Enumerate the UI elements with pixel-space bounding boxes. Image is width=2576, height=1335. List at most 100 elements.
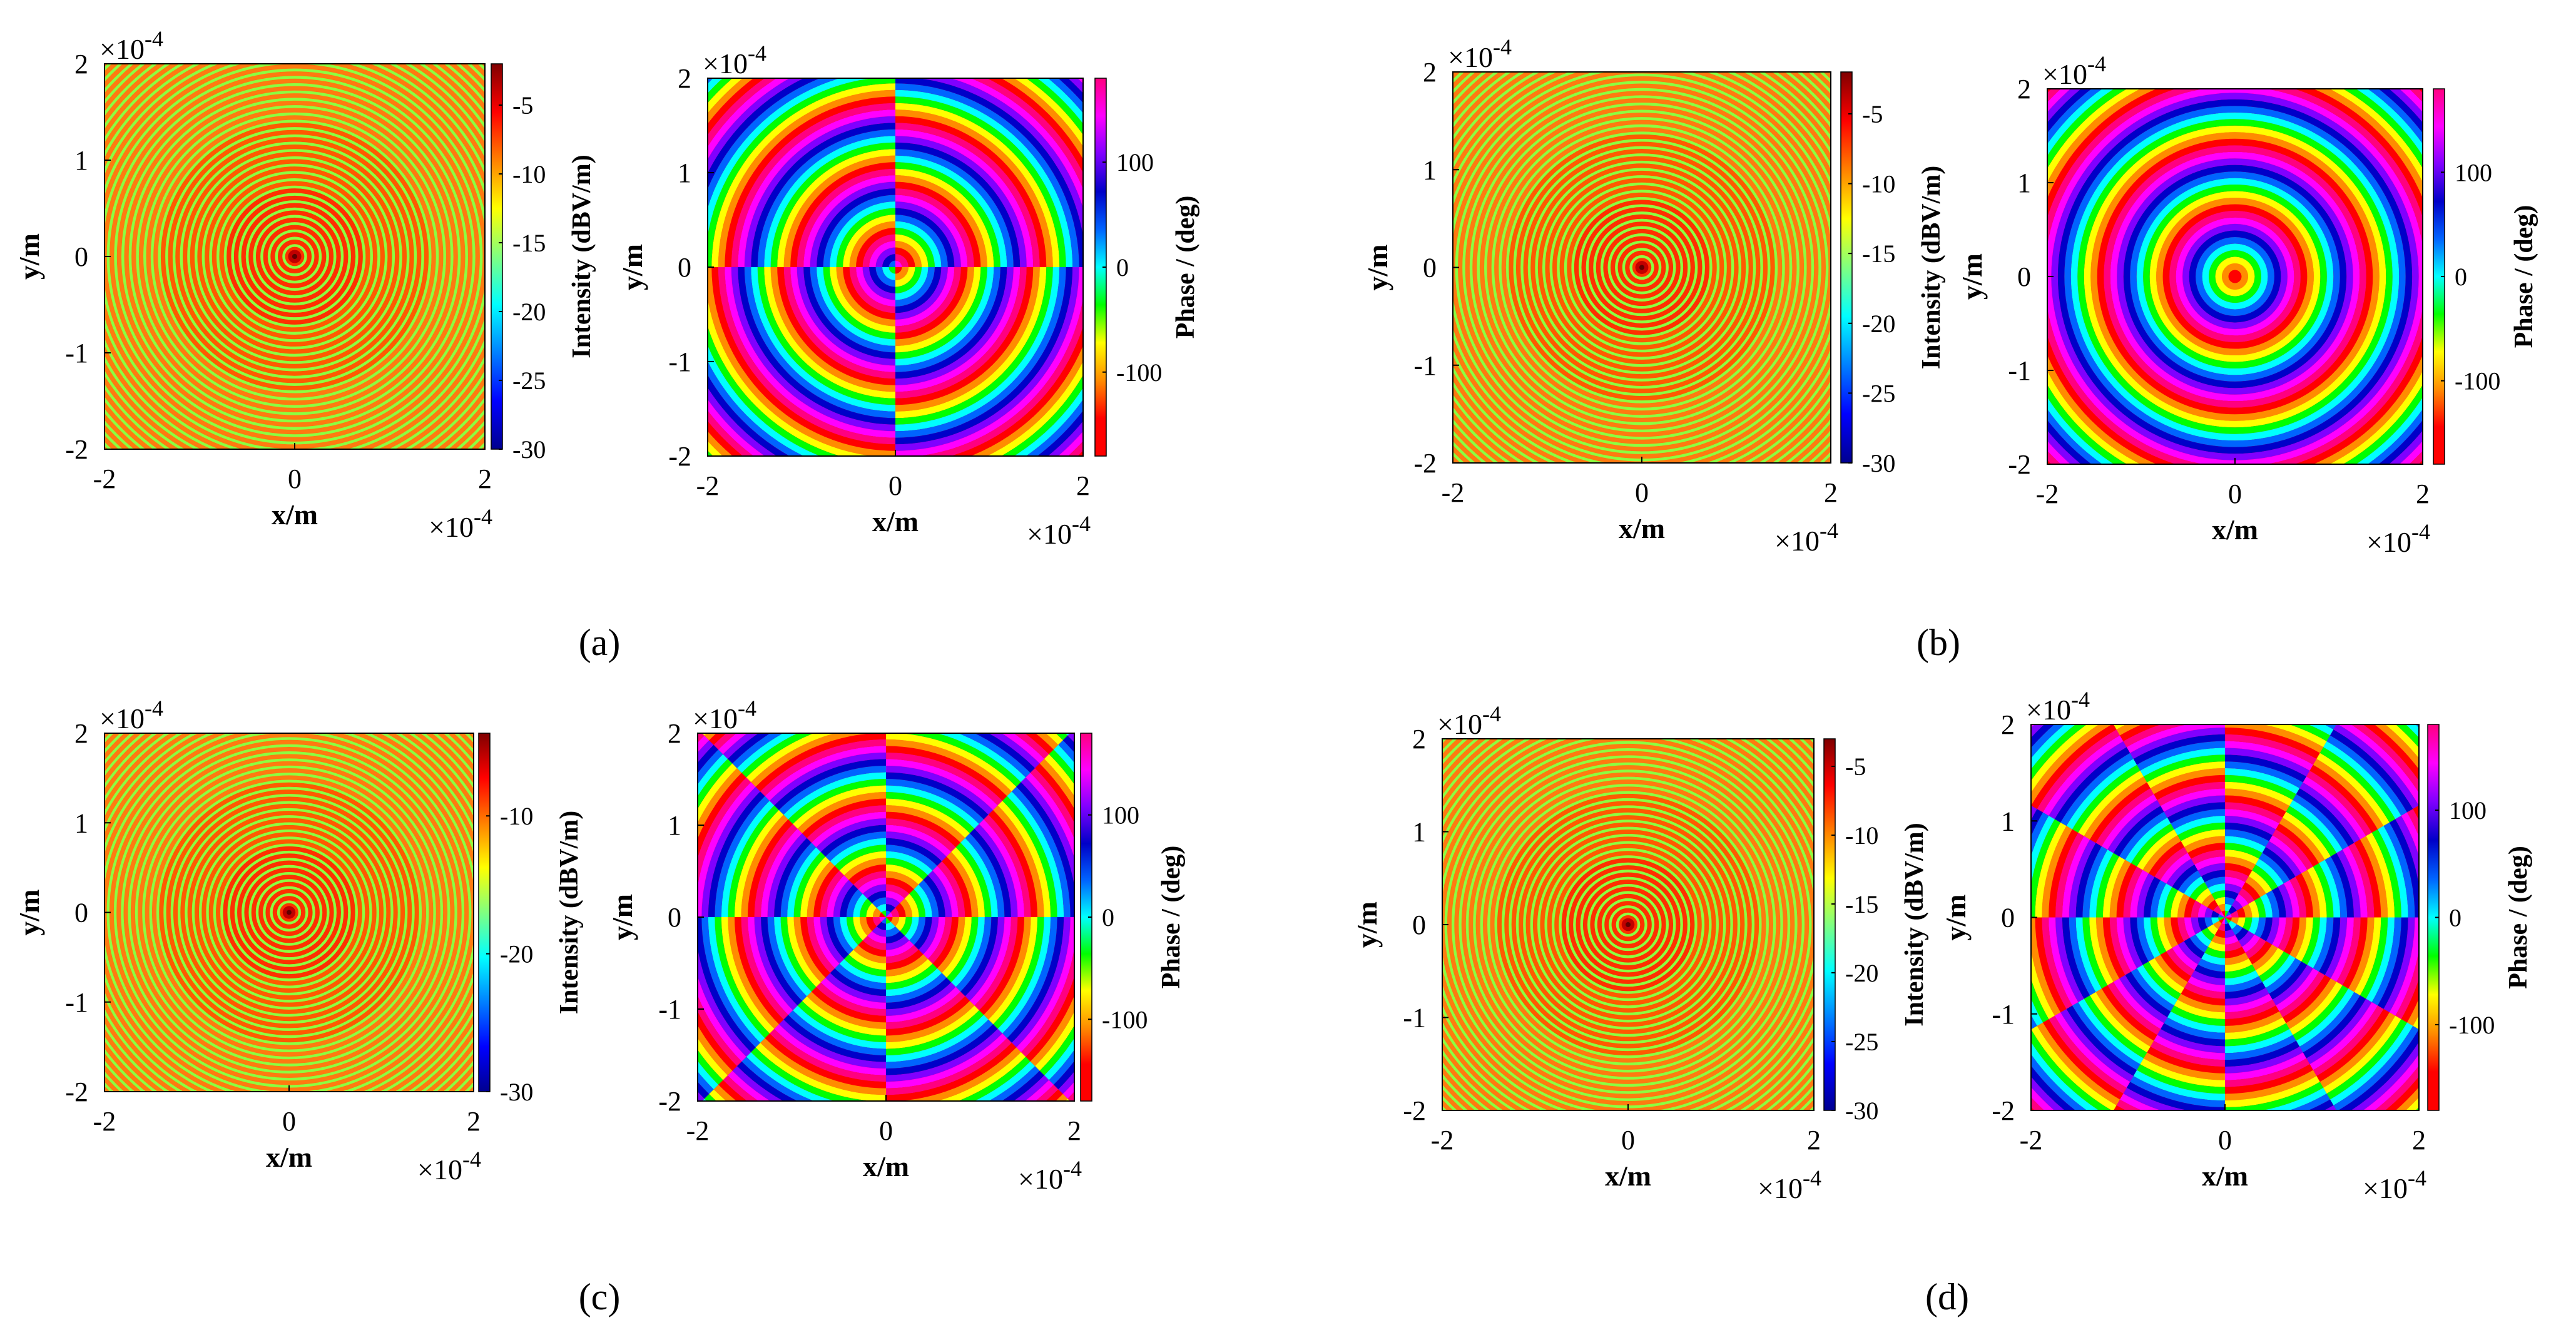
c-phase-phase-band [886, 1015, 989, 1062]
a-phase-phase-band [895, 267, 902, 274]
c-phase-phase-band [886, 897, 900, 908]
c-phase-x-axis-label: x/m [863, 1150, 909, 1182]
d-phase-phase-band [2187, 843, 2225, 859]
d-phase-phase-band [2260, 917, 2273, 942]
c-phase-phase-band [698, 977, 746, 1062]
c-phase-phase-band [734, 917, 784, 1025]
d-phase-phase-band [2401, 978, 2419, 1023]
c-intensity-colorbar-tick-label: -10 [500, 802, 533, 830]
d-phase-phase-band [2031, 998, 2043, 1026]
c-phase-phase-band [1035, 1011, 1074, 1071]
a-phase-phase-band [1077, 78, 1083, 84]
c-phase-phase-band [886, 733, 1017, 792]
d-phase-phase-band [2225, 768, 2300, 794]
d-phase-phase-band [2035, 917, 2067, 1013]
c-phase-phase-band [886, 845, 937, 871]
a-phase-colorbar-tick-label: 100 [1116, 148, 1154, 176]
d-phase-phase-band [2211, 917, 2219, 925]
c-phase-phase-band [698, 1038, 728, 1080]
panels: -2 0 2210-1-2x/my/m×10-4×10-4-5-10-15-20-2… [13, 26, 2538, 1204]
d-phase-phase-band [2042, 917, 2072, 1009]
c-phase-phase-band [698, 1011, 737, 1071]
d-phase-phase-band [2089, 850, 2114, 918]
d-intensity-colorbar-tick-label: -30 [1845, 1097, 1878, 1125]
c-phase-phase-band [701, 917, 761, 1048]
a-phase-phase-band [882, 254, 895, 267]
a-phase-phase-band [708, 78, 743, 113]
a-phase-phase-band [895, 221, 942, 267]
d-phase-phase-band [2031, 819, 2061, 918]
b-intensity-plot-area [1453, 72, 1831, 463]
b-intensity-ring [1545, 170, 1739, 365]
c-phase-phase-band [993, 805, 1044, 917]
d-phase-phase-band [2225, 856, 2256, 871]
a-phase-phase-band [783, 155, 895, 267]
d-phase-phase-band [2378, 826, 2408, 918]
a-phase-phase-band [797, 168, 895, 267]
d-phase-phase-band [2184, 836, 2225, 853]
d-phase-phase-band [2131, 823, 2174, 867]
d-phase-x-tick-label: 2 [2412, 1125, 2426, 1155]
c-phase-phase-band [886, 958, 933, 983]
a-intensity-x-tick-label: 0 [288, 464, 302, 494]
d-phase-phase-band [2225, 1123, 2347, 1162]
a-phase-y-tick-label: -1 [668, 347, 691, 377]
d-phase-phase-band [2225, 929, 2236, 938]
c-phase-phase-band [886, 818, 956, 852]
d-phase-phase-band [2225, 660, 2354, 701]
a-intensity-ring [131, 93, 458, 420]
d-phase-phase-band [2307, 917, 2327, 968]
d-phase-phase-band [2137, 873, 2155, 918]
d-phase-phase-band [2084, 995, 2147, 1058]
d-phase-phase-band [2225, 976, 2263, 992]
c-phase-phase-band [698, 773, 746, 858]
c-intensity-center-core [287, 910, 292, 915]
d-phase-phase-band [2055, 833, 2084, 918]
a-phase-phase-band [849, 267, 895, 313]
a-intensity-colorbar-tick-label: -20 [512, 298, 546, 326]
c-intensity-ring [244, 867, 334, 958]
c-phase-phase-band [858, 877, 886, 894]
d-intensity-colorbar-label: Intensity (dBV/m) [1900, 823, 1929, 1027]
c-phase-phase-band [958, 733, 1031, 778]
d-phase-phase-band [2143, 917, 2161, 958]
b-phase-y-tick-label: 1 [2017, 168, 2031, 198]
a-phase-phase-band [708, 78, 840, 208]
d-phase-phase-band [2225, 935, 2239, 945]
d-phase-phase-band [2385, 724, 2419, 759]
d-phase-phase-band [2031, 809, 2043, 836]
c-phase-phase-band [807, 992, 886, 1029]
d-phase-phase-band [2147, 1047, 2225, 1074]
d-phase-phase-band [2266, 917, 2279, 945]
d-phase-phase-band [2225, 863, 2253, 876]
d-phase-phase-band [2405, 1097, 2419, 1110]
d-intensity-x-tick-label: 2 [1807, 1125, 1821, 1155]
a-intensity-ring [219, 181, 370, 332]
a-phase-phase-band [888, 260, 895, 267]
c-phase-phase-band [951, 847, 985, 917]
c-phase-phase-band [698, 1050, 723, 1085]
d-phase-phase-band [2031, 1097, 2045, 1110]
c-phase-phase-band [965, 917, 1005, 1001]
d-phase-phase-band [2225, 1017, 2286, 1040]
c-intensity-x-tick-label: 0 [282, 1106, 296, 1137]
d-phase-phase-band [2197, 863, 2225, 876]
d-phase-phase-band [2279, 972, 2325, 1018]
d-intensity-ring [1469, 765, 1788, 1084]
d-phase-phase-band [2225, 1040, 2300, 1067]
c-phase-phase-band [974, 733, 1036, 773]
d-phase-phase-band [2133, 734, 2225, 765]
d-phase-phase-band [2225, 1005, 2279, 1026]
d-phase-phase-band [2043, 1019, 2124, 1100]
c-phase-phase-band [886, 940, 914, 957]
d-phase-phase-band [2371, 917, 2401, 1006]
a-phase-x-tick-label: 2 [1076, 470, 1090, 501]
d-phase-phase-band [2242, 934, 2261, 953]
d-phase-phase-band [2262, 846, 2296, 880]
b-intensity-y-tick-label: 0 [1423, 253, 1437, 283]
d-phase-phase-band [2225, 1117, 2344, 1155]
c-phase-phase-band [797, 1000, 886, 1042]
a-phase-phase-band [895, 267, 942, 313]
d-phase-phase-band [2260, 893, 2273, 918]
a-phase-phase-band [803, 175, 895, 267]
